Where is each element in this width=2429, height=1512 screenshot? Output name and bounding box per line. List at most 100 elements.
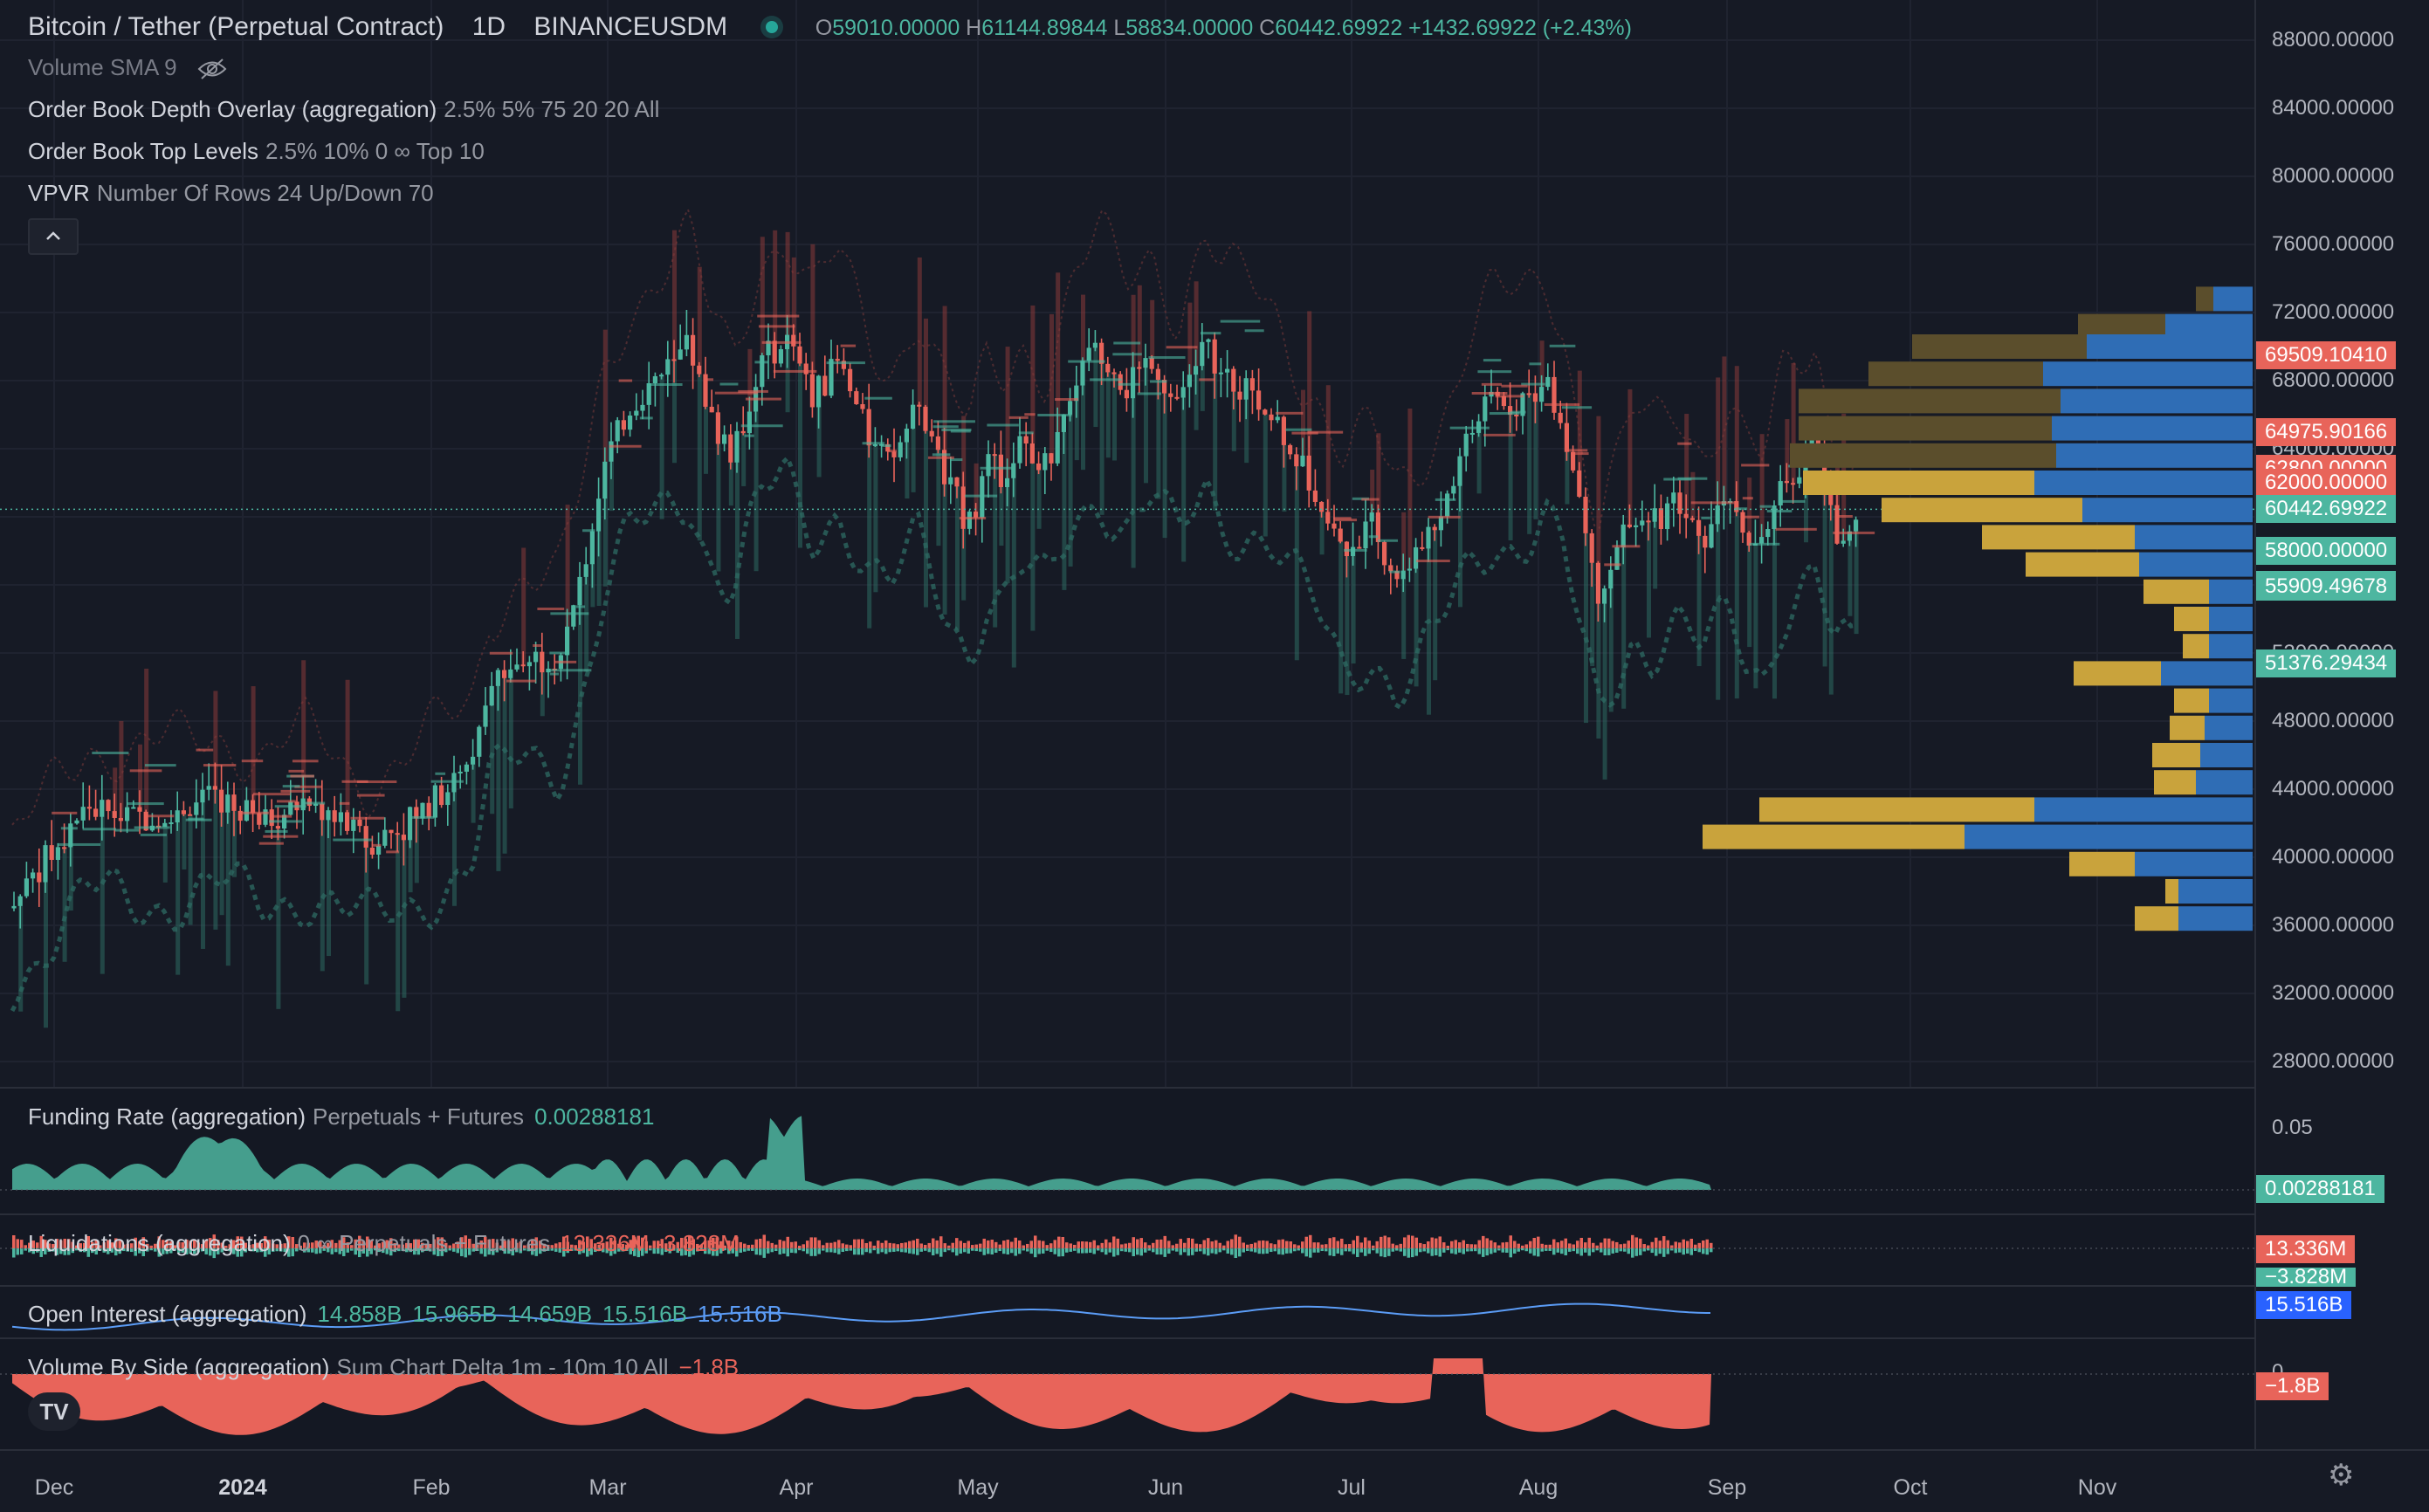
liquidation-bar: [550, 1245, 554, 1248]
liquidation-bar: [539, 1241, 542, 1248]
pane-separator[interactable]: [0, 1087, 2254, 1089]
liquidation-bar: [228, 1244, 231, 1248]
liquidation-bar: [825, 1248, 829, 1253]
exchange-label[interactable]: BINANCEUSDM: [533, 12, 728, 41]
pane-separator[interactable]: [0, 1337, 2254, 1339]
liquidation-bar: [578, 1248, 581, 1254]
liquidation-bar: [1328, 1248, 1331, 1256]
liquidation-bar: [12, 1235, 16, 1248]
vpvr-up-bar: [2209, 579, 2253, 604]
liquidation-bar: [75, 1248, 79, 1251]
liquidation-bar: [196, 1242, 200, 1248]
liquidation-bar: [935, 1248, 939, 1254]
liquidation-bar: [531, 1248, 534, 1255]
liquidation-bar: [672, 1245, 676, 1248]
liquidation-bar: [1537, 1236, 1540, 1248]
vpvr-up-bar: [2139, 552, 2253, 577]
price-axis[interactable]: [2254, 0, 2429, 1449]
pane-separator[interactable]: [0, 1285, 2254, 1287]
liquidation-bar: [220, 1242, 224, 1248]
legend-obtl[interactable]: Order Book Top Levels 2.5% 10% 0 ∞ Top 10: [28, 138, 485, 165]
liquidation-bar: [802, 1244, 805, 1248]
liquidation-bar: [955, 1238, 959, 1248]
main-chart-pane[interactable]: [0, 0, 2254, 1087]
funding-rate-pane[interactable]: [0, 1089, 2254, 1213]
liquidation-bar: [272, 1248, 275, 1252]
liquidation-bar: [1427, 1248, 1430, 1254]
liquidation-bar: [809, 1248, 813, 1256]
liquidation-bar: [566, 1241, 569, 1248]
liquidation-bar: [904, 1248, 907, 1253]
liquidation-bar: [1380, 1248, 1383, 1257]
liquidation-bar: [1309, 1248, 1312, 1258]
funding-params: Perpetuals + Futures: [312, 1103, 525, 1130]
volume-by-side-pane[interactable]: [0, 1339, 2254, 1449]
liquidation-bar: [440, 1248, 444, 1256]
legend-liquidations[interactable]: Liquidations (aggregation) 0 ∞ Perpetuals…: [28, 1230, 740, 1257]
legend-volume[interactable]: Volume SMA 9: [28, 54, 227, 81]
liquidation-bar: [1521, 1245, 1524, 1248]
tradingview-logo[interactable]: TV: [28, 1392, 80, 1431]
liquidation-bar: [519, 1241, 522, 1248]
liquidation-bar: [597, 1248, 601, 1251]
legend-funding[interactable]: Funding Rate (aggregation) Perpetuals + F…: [28, 1103, 654, 1131]
time-axis-label: Feb: [412, 1475, 451, 1500]
open-interest-pane[interactable]: [0, 1287, 2254, 1337]
liquidation-bar: [16, 1239, 19, 1248]
liquidation-bar: [91, 1248, 94, 1254]
settings-gear-icon[interactable]: ⚙: [2328, 1459, 2355, 1492]
liquidation-bar: [664, 1248, 668, 1253]
vpvr-down-bar: [2152, 743, 2200, 767]
liquidation-bar: [177, 1241, 181, 1248]
legend-vpvr[interactable]: VPVR Number Of Rows 24 Up/Down 70: [28, 180, 434, 207]
liquidation-bar: [1658, 1248, 1662, 1254]
liquidation-bar: [471, 1243, 475, 1248]
liquidation-bar: [1568, 1243, 1572, 1248]
legend-volume-by-side[interactable]: Volume By Side (aggregation) Sum Chart De…: [28, 1354, 739, 1381]
interval-label[interactable]: 1D: [471, 12, 506, 41]
liquidation-bar: [464, 1235, 467, 1248]
candlestick-chart[interactable]: [0, 0, 2254, 1087]
liquidation-bar: [566, 1248, 569, 1254]
hidden-eye-icon[interactable]: [197, 58, 227, 80]
liquidation-bar: [1529, 1248, 1532, 1254]
liquidation-bar: [1572, 1248, 1575, 1252]
pane-separator[interactable]: [0, 1213, 2254, 1215]
liquidation-bar: [1615, 1248, 1619, 1253]
liquidation-bar: [872, 1248, 876, 1251]
liquidation-bar: [562, 1236, 566, 1248]
liquidation-bar: [1029, 1248, 1033, 1254]
liquidation-bar: [209, 1248, 212, 1256]
liquidations-pane[interactable]: [0, 1215, 2254, 1285]
liquidation-bar: [361, 1248, 365, 1254]
liquidation-bar: [594, 1248, 597, 1253]
liquidation-bar: [1077, 1248, 1080, 1254]
vpvr-up-bar: [2135, 525, 2253, 550]
liquidation-bar: [479, 1248, 483, 1254]
liquidation-bar: [1022, 1245, 1025, 1248]
legend-open-interest[interactable]: Open Interest (aggregation) 14.858B 15.965…: [28, 1301, 782, 1328]
liquidation-bar: [794, 1248, 797, 1254]
liquidation-bar: [1603, 1238, 1607, 1248]
liquidation-bar: [476, 1248, 479, 1251]
liquidation-bar: [1132, 1248, 1135, 1256]
liquidation-bar: [1458, 1248, 1462, 1253]
time-axis[interactable]: [0, 1449, 2429, 1512]
liquidation-bar: [1477, 1240, 1481, 1248]
liquidation-bar: [774, 1244, 778, 1248]
liquidation-bar: [877, 1248, 880, 1254]
liquidation-bar: [762, 1248, 766, 1258]
symbol-name[interactable]: Bitcoin / Tether (Perpetual Contract): [28, 12, 444, 41]
liquidation-bar: [460, 1248, 464, 1256]
liquidation-bar: [185, 1240, 189, 1248]
collapse-legend-button[interactable]: [28, 218, 79, 255]
liquidation-bar: [1545, 1248, 1548, 1251]
liquidation-bar: [1045, 1248, 1049, 1251]
liquidation-bar: [429, 1248, 432, 1252]
liquidation-bar: [924, 1244, 927, 1248]
liquidation-bar: [232, 1240, 236, 1248]
liquidation-bar: [652, 1248, 656, 1254]
legend-obdo[interactable]: Order Book Depth Overlay (aggregation) 2.…: [28, 96, 659, 123]
liquidation-bar: [798, 1248, 802, 1251]
liquidation-bar: [1560, 1241, 1564, 1248]
